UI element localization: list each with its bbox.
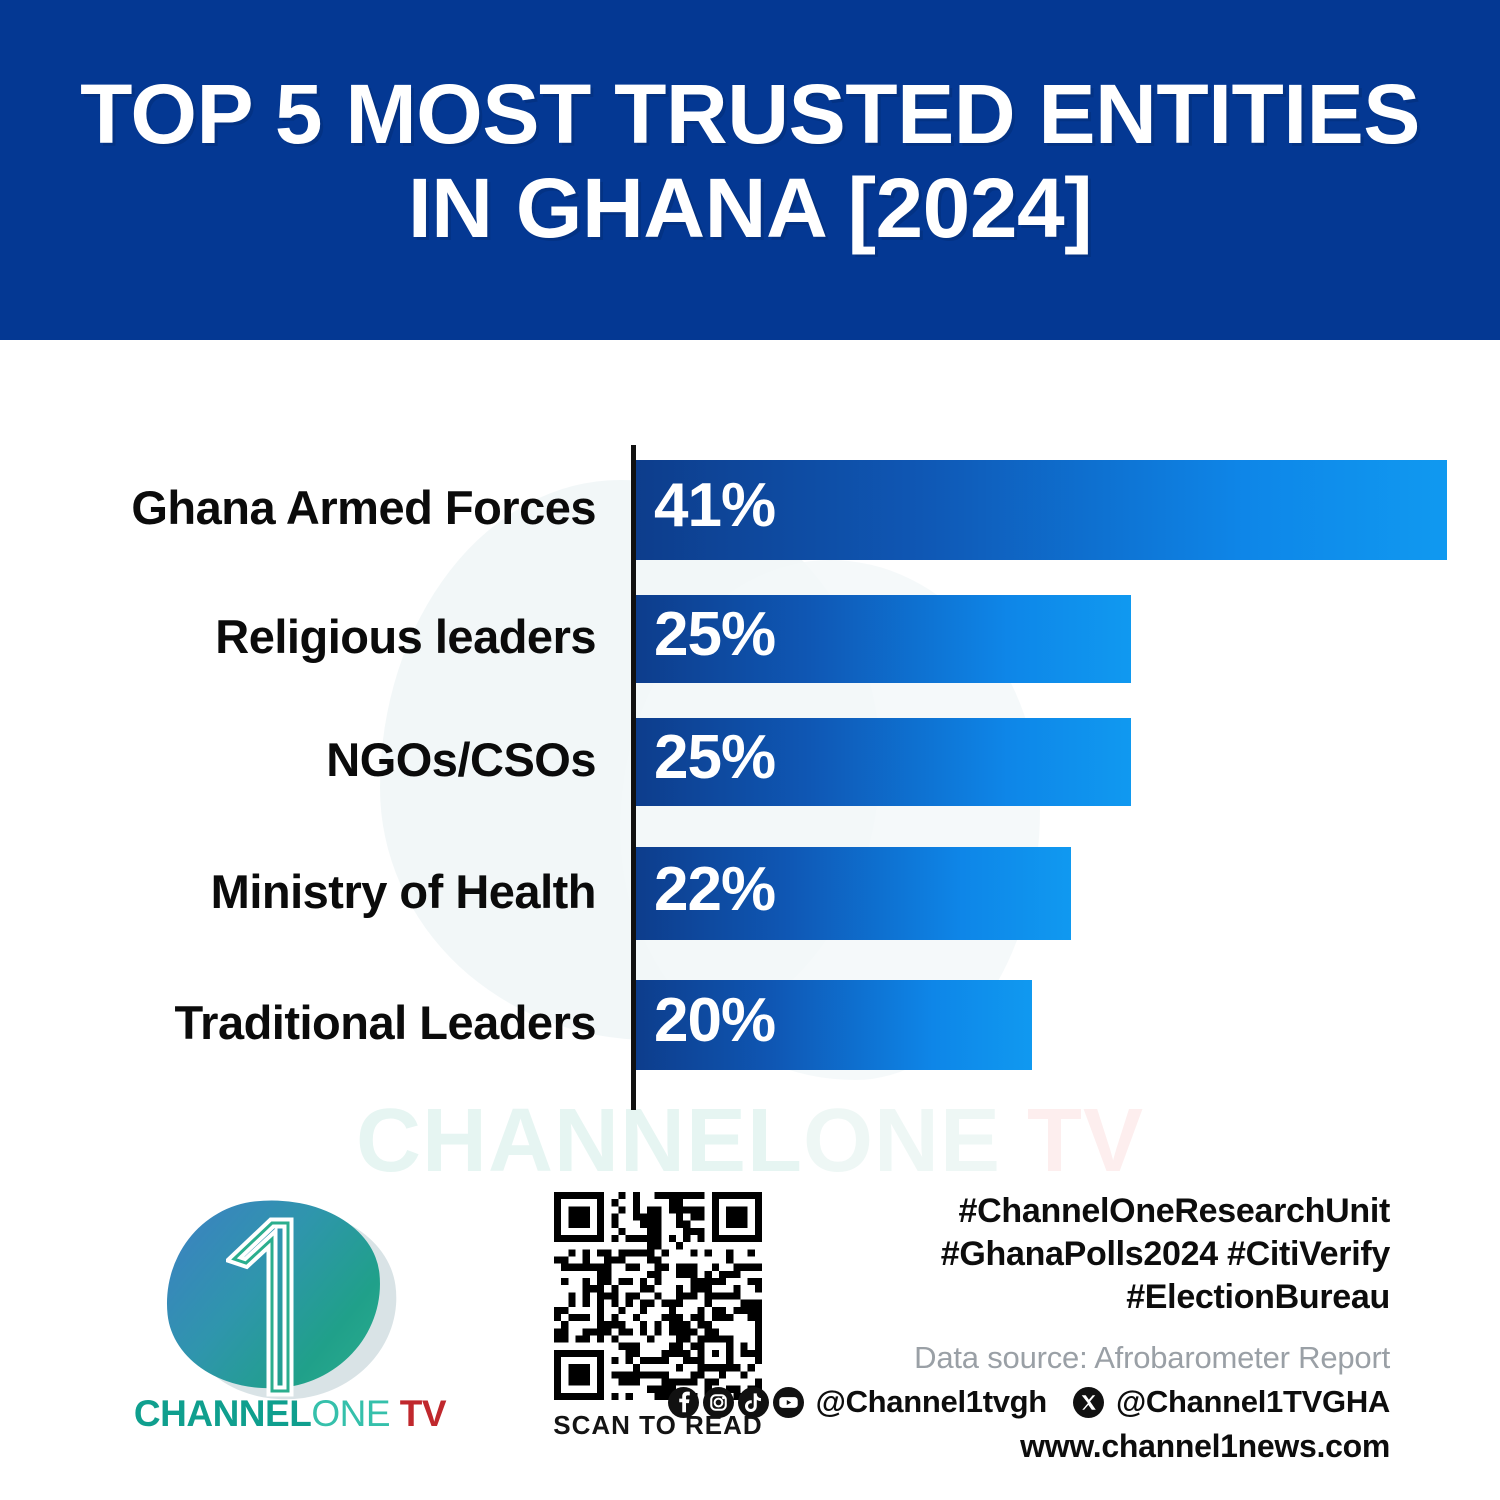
page-title-line-1: TOP 5 MOST TRUSTED ENTITIES xyxy=(80,67,1420,161)
chart-row: NGOs/CSOs 25% xyxy=(0,718,1500,806)
chart-row: Ministry of Health 22% xyxy=(0,847,1500,940)
chart-row: Religious leaders 25% xyxy=(0,595,1500,683)
page-title: TOP 5 MOST TRUSTED ENTITIES IN GHANA [20… xyxy=(0,72,1500,250)
logo-word-channel: CHANNEL xyxy=(133,1393,312,1434)
chart-category-label: Ghana Armed Forces xyxy=(131,481,596,534)
qr-code-block[interactable]: SCAN TO READ xyxy=(543,1192,773,1441)
channelone-logo: CHANNELONE TV xyxy=(130,1189,450,1445)
chart-bar: 22% xyxy=(636,847,1072,940)
x-twitter-icon[interactable] xyxy=(1072,1386,1104,1418)
chart-row: Traditional Leaders 20% xyxy=(0,980,1500,1070)
facebook-icon[interactable] xyxy=(667,1386,699,1418)
chart-category-label: NGOs/CSOs xyxy=(326,733,596,786)
chart-bar: 25% xyxy=(636,718,1131,806)
header-banner: TOP 5 MOST TRUSTED ENTITIES IN GHANA [20… xyxy=(0,0,1500,340)
page-title-line-2: IN GHANA [2024] xyxy=(407,161,1093,255)
qr-code-image[interactable] xyxy=(554,1192,762,1400)
chart-bar: 41% xyxy=(636,460,1447,560)
hashtag-line-1: #ChannelOneResearchUnit xyxy=(958,1192,1391,1230)
chart-category-label: Religious leaders xyxy=(215,610,596,663)
data-source-label: Data source: Afrobarometer Report xyxy=(914,1340,1390,1376)
chart-axis-line xyxy=(631,445,636,1110)
logo-wordmark: CHANNELONE TV xyxy=(130,1393,450,1435)
tiktok-icon[interactable] xyxy=(737,1386,769,1418)
chart-value-label: 25% xyxy=(654,723,776,792)
bar-chart: Ghana Armed Forces 41% Religious leaders 25… xyxy=(0,430,1500,1110)
youtube-icon[interactable] xyxy=(772,1386,804,1418)
logo-numeral-one-icon xyxy=(226,1217,294,1397)
watermark-part-one: ONE xyxy=(802,1091,1001,1191)
social-handle-main[interactable]: @Channel1tvgh xyxy=(815,1384,1048,1420)
x-icon-wrapper xyxy=(1072,1386,1108,1418)
social-handles-row: @Channel1tvgh @Channel1TVGHA xyxy=(667,1384,1390,1420)
chart-value-label: 25% xyxy=(654,600,776,669)
channelone-text-watermark: CHANNELONE TV xyxy=(0,1090,1500,1193)
social-handle-x[interactable]: @Channel1TVGHA xyxy=(1115,1384,1390,1420)
hashtag-line-2: #GhanaPolls2024 #CitiVerify xyxy=(940,1234,1391,1273)
chart-value-label: 20% xyxy=(654,986,776,1055)
watermark-part-channel: CHANNEL xyxy=(355,1091,803,1191)
chart-category-label: Traditional Leaders xyxy=(174,996,597,1049)
chart-bar: 25% xyxy=(636,595,1131,683)
hashtag-line-3: #ElectionBureau xyxy=(1126,1277,1390,1316)
instagram-icon[interactable] xyxy=(702,1386,734,1418)
website-url[interactable]: www.channel1news.com xyxy=(1020,1428,1390,1465)
watermark-part-tv: TV xyxy=(1001,1091,1145,1191)
chart-bar: 20% xyxy=(636,980,1032,1070)
logo-word-tv: TV xyxy=(390,1393,447,1434)
chart-row: Ghana Armed Forces 41% xyxy=(0,460,1500,560)
chart-value-label: 41% xyxy=(654,471,776,540)
footer: CHANNELONE TV SCAN TO READ #ChannelOneRe… xyxy=(0,1180,1500,1500)
logo-word-one: ONE xyxy=(311,1393,390,1434)
chart-value-label: 22% xyxy=(654,854,776,924)
footer-text-column: #ChannelOneResearchUnit #GhanaPolls2024 … xyxy=(667,1190,1391,1465)
chart-category-label: Ministry of Health xyxy=(210,864,597,918)
